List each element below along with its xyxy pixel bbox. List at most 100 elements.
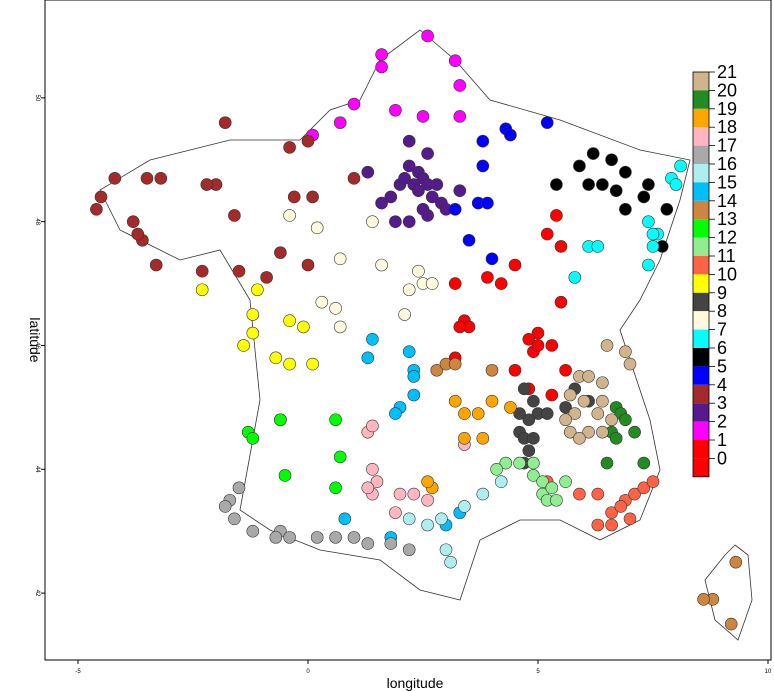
cluster-21-point — [623, 357, 637, 371]
legend-label-20: 20 — [717, 80, 737, 100]
cluster-21-point — [600, 339, 614, 352]
x-tick-label: -5 — [75, 669, 81, 675]
cluster-9-point — [269, 351, 283, 365]
legend-swatch-8 — [693, 311, 709, 330]
cluster-3-point — [228, 209, 241, 222]
cluster-21-point — [619, 345, 632, 358]
cluster-17-point — [393, 487, 407, 501]
cluster-3-point — [260, 271, 273, 284]
cluster-13-point — [697, 592, 710, 606]
legend-swatch-11 — [693, 256, 709, 275]
legend-label-10: 10 — [717, 264, 737, 284]
cluster-11-point — [513, 456, 526, 470]
cluster-5-point — [642, 178, 655, 191]
cluster-7-point — [315, 295, 329, 309]
cluster-12-point — [329, 481, 342, 495]
cluster-0-point — [540, 227, 554, 241]
cluster-9-point — [237, 339, 250, 352]
legend-label-12: 12 — [717, 228, 737, 248]
cluster-13-point — [448, 357, 462, 371]
cluster-11-point — [559, 475, 572, 488]
cluster-0-point — [559, 363, 572, 377]
cluster-19-point — [609, 432, 623, 445]
cluster-16-point — [269, 531, 283, 544]
data-points — [90, 29, 743, 631]
cluster-10-point — [591, 518, 605, 532]
cluster-3-point — [287, 190, 301, 204]
cluster-5-point — [660, 202, 674, 216]
legend-swatch-13 — [693, 219, 709, 238]
cluster-16-point — [283, 531, 296, 544]
y-tick-label: 48 — [34, 218, 40, 225]
cluster-18-point — [458, 432, 471, 445]
cluster-18-point — [476, 432, 490, 445]
cluster-16-point — [347, 531, 361, 544]
cluster-15-point — [458, 500, 471, 513]
cluster-2-point — [430, 178, 444, 191]
cluster-3-point — [274, 246, 287, 259]
cluster-7-point — [310, 221, 324, 235]
corsica-outline — [704, 544, 753, 641]
cluster-17-point — [389, 506, 402, 519]
x-tick-label: 0 — [306, 669, 310, 675]
cluster-1-point — [448, 54, 462, 68]
cluster-21-point — [582, 370, 595, 383]
legend-swatch-7 — [693, 329, 709, 348]
cluster-15-point — [402, 512, 416, 526]
legend-swatch-4 — [693, 384, 709, 404]
y-axis: 42 44 46 48 50 — [34, 95, 45, 597]
legend-swatch-5 — [693, 366, 709, 385]
cluster-8-point — [527, 432, 540, 445]
cluster-13-point — [430, 363, 444, 377]
legend-swatch-14 — [693, 200, 709, 220]
cluster-10-point — [623, 512, 637, 526]
cluster-12-point — [246, 432, 260, 445]
cluster-3-point — [306, 190, 319, 204]
cluster-12-point — [274, 413, 287, 427]
cluster-0-point — [508, 258, 522, 272]
legend-label-6: 6 — [717, 338, 727, 358]
cluster-15-point — [494, 475, 508, 488]
cluster-3-point — [140, 172, 154, 185]
cluster-16-point — [232, 481, 246, 495]
cluster-0-point — [522, 332, 536, 346]
cluster-8-point — [522, 413, 536, 427]
cluster-8-point — [559, 401, 572, 414]
legend-swatch-6 — [693, 348, 709, 367]
cluster-7-point — [283, 209, 296, 222]
cluster-14-point — [407, 388, 421, 402]
cluster-7-point — [366, 215, 379, 228]
cluster-0-point — [494, 277, 508, 290]
x-axis-title: longitude — [387, 675, 444, 691]
cluster-21-point — [563, 388, 577, 402]
cluster-2-point — [402, 215, 416, 228]
cluster-9-point — [283, 357, 296, 371]
cluster-0-point — [545, 339, 559, 352]
legend-swatch-9 — [693, 292, 709, 312]
cluster-4-point — [476, 159, 490, 173]
cluster-0-point — [554, 240, 568, 253]
cluster-7-point — [398, 308, 411, 321]
cluster-5-point — [550, 178, 563, 191]
cluster-15-point — [439, 543, 453, 557]
legend-label-18: 18 — [717, 117, 737, 137]
cluster-9-point — [246, 308, 260, 321]
cluster-2-point — [425, 190, 439, 204]
legend-swatch-15 — [693, 182, 709, 201]
cluster-0-point — [531, 339, 545, 352]
cluster-17-point — [366, 462, 379, 476]
cluster-1-point — [375, 60, 388, 74]
cluster-17-point — [361, 481, 375, 495]
cluster-6-point — [646, 227, 660, 241]
cluster-17-point — [370, 475, 384, 488]
cluster-13-point — [729, 555, 743, 569]
cluster-15-point — [435, 512, 448, 526]
cluster-6-point — [591, 240, 605, 253]
cluster-5-point — [605, 153, 618, 167]
cluster-21-point — [591, 407, 605, 420]
cluster-9-point — [246, 326, 260, 340]
cluster-1-point — [333, 116, 347, 129]
cluster-0-point — [554, 295, 568, 309]
y-tick-label: 50 — [34, 95, 40, 102]
